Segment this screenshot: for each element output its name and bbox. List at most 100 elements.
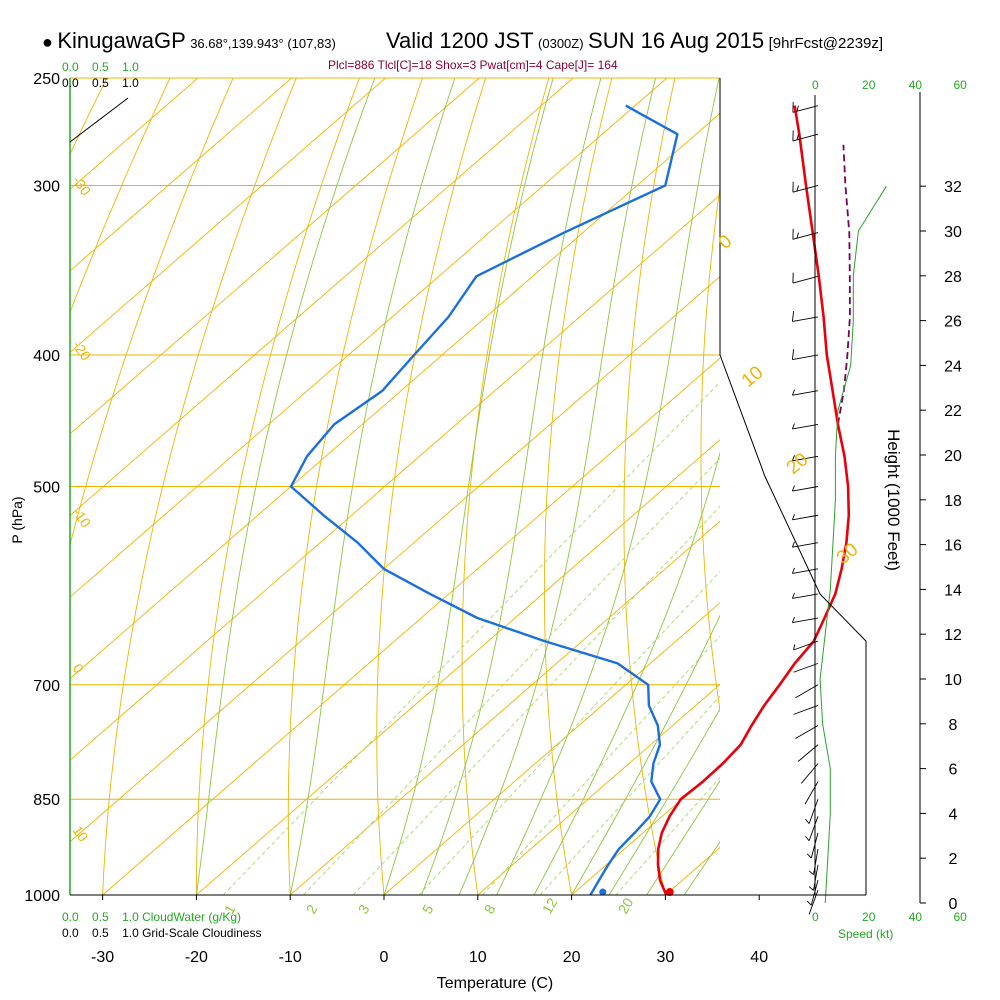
wind-barb-shaft xyxy=(792,354,819,360)
wind-barb-shaft xyxy=(792,455,819,462)
height-tick-label: 10 xyxy=(944,672,962,689)
header-line: ● KinugawaGP 36.68°,139.943° (107,83) xyxy=(42,28,336,54)
dry-adiabat-line xyxy=(287,78,423,895)
x-tick-label: 40 xyxy=(750,949,768,966)
moist-adiabat-line xyxy=(646,779,720,895)
mixing-ratio-label: 12 xyxy=(539,895,561,917)
wind-barb xyxy=(793,640,819,651)
mixing-ratio-line xyxy=(615,776,720,895)
dry-adiabat-line xyxy=(986,0,1000,924)
dry-adiabat-line xyxy=(102,78,297,895)
valid-time: Valid 1200 JST xyxy=(386,28,534,53)
wind-barb-flag xyxy=(791,514,795,520)
dry-adiabat-line xyxy=(195,78,360,895)
wind-barb xyxy=(808,848,819,875)
cl-tick: 0.0 xyxy=(62,76,79,90)
wind-barb-flag xyxy=(791,455,795,461)
cw-tick: 0.0 xyxy=(62,910,79,924)
dewpoint-curve xyxy=(289,104,679,896)
mixing-ratio-line xyxy=(303,457,720,895)
cw-tick: 1.0 xyxy=(122,910,139,924)
mixing-ratio-line xyxy=(482,635,720,895)
moist-adiabat-line xyxy=(195,78,376,895)
wind-barb-flag xyxy=(796,185,799,192)
wind-barb xyxy=(795,725,819,739)
wind-barb-flag xyxy=(791,423,795,430)
mixing-ratio-label: 3 xyxy=(355,902,373,917)
pressure-tick-label: 1000 xyxy=(24,888,60,905)
wind-barb-shaft xyxy=(795,684,819,699)
speed-tick: 20 xyxy=(862,910,876,924)
wind-barb-flag xyxy=(805,818,810,824)
height-tick-label: 16 xyxy=(944,538,962,555)
cw-tick: 0.5 xyxy=(92,60,109,74)
wind-barb xyxy=(791,389,819,396)
wind-barb-shaft xyxy=(792,593,819,599)
utc-time: (0300Z) xyxy=(538,36,584,51)
mixing-ratio-line xyxy=(539,695,720,895)
y-axis-title: P (hPa) xyxy=(9,496,25,543)
moist-adiabat-line xyxy=(383,78,554,895)
height-tick-label: 24 xyxy=(944,358,962,375)
pressure-tick-label: 250 xyxy=(33,71,60,88)
height-tick-label: 12 xyxy=(944,627,962,644)
wind-barb-flag xyxy=(796,105,799,112)
dry-adiabat-line xyxy=(376,78,487,895)
wind-barb-flag xyxy=(796,134,799,140)
mixing-ratio-label: 5 xyxy=(419,902,437,917)
barb-panel-frame xyxy=(719,354,867,895)
forecast-info: [9hrFcst@2239z] xyxy=(768,35,884,52)
wind-barb xyxy=(792,130,819,142)
pressure-tick-label: 300 xyxy=(33,178,60,195)
wind-barb xyxy=(795,684,819,699)
pressure-tick-label: 700 xyxy=(33,678,60,695)
moist-adiabat-line xyxy=(421,78,602,895)
wind-barb-shaft xyxy=(792,133,819,142)
wind-barb xyxy=(791,485,819,492)
wind-barb-shaft xyxy=(795,725,819,739)
wind-barb-flag xyxy=(806,853,812,859)
wind-barb-shaft xyxy=(813,848,819,875)
pressure-tick-label: 850 xyxy=(33,792,60,809)
wind-barb-shaft xyxy=(792,316,819,322)
wind-barb xyxy=(791,311,819,322)
height-tick-label: 30 xyxy=(944,224,962,241)
wind-barb xyxy=(805,799,819,824)
isotherm-line xyxy=(759,78,1000,895)
wind-barb-shaft xyxy=(804,781,819,805)
cloud-water-legend: 0.0 0.5 1.0 CloudWater (g/Kg) xyxy=(62,910,241,924)
wind-barb-shaft xyxy=(793,640,819,651)
speed-ticks-bottom: 0 20 40 60 xyxy=(812,910,967,924)
wind-barb-flag xyxy=(791,311,795,322)
x-tick-label: 20 xyxy=(563,949,581,966)
wind-barb xyxy=(791,592,819,599)
wind-barb-shaft xyxy=(793,662,819,673)
pressure-tick-label: 500 xyxy=(33,480,60,497)
height-tick-label: 26 xyxy=(944,314,962,331)
cl-tick: 1.0 xyxy=(122,926,139,940)
surface-temperature-dot xyxy=(665,888,674,897)
wind-barb-shaft xyxy=(792,275,819,284)
station-name: KinugawaGP xyxy=(57,28,186,53)
wind-barb-shaft xyxy=(792,486,819,492)
wind-barb-shaft xyxy=(792,390,819,396)
height-tick-label: 0 xyxy=(949,896,958,913)
x-tick-label: 30 xyxy=(657,949,675,966)
wind-speed-curve xyxy=(819,185,887,904)
dry-adiabat-label: -20 xyxy=(70,338,95,364)
speed-tick: 0 xyxy=(812,78,819,92)
wind-barb xyxy=(806,832,819,859)
isotherm-line xyxy=(383,602,720,895)
speed-tick: 60 xyxy=(953,910,967,924)
wind-barb-shaft xyxy=(808,799,819,824)
x-tick-label: 0 xyxy=(380,949,389,966)
wind-barb-flag xyxy=(791,567,795,574)
wind-barb-flag xyxy=(806,900,812,906)
wind-barb-flag xyxy=(791,541,795,548)
cl-tick: 0.5 xyxy=(92,926,109,940)
wind-barb-flag xyxy=(793,644,796,651)
wind-barb xyxy=(791,349,819,360)
dry-adiabat-label: -30 xyxy=(70,173,95,199)
wind-barb xyxy=(791,567,819,574)
height-tick-label: 8 xyxy=(949,717,958,734)
